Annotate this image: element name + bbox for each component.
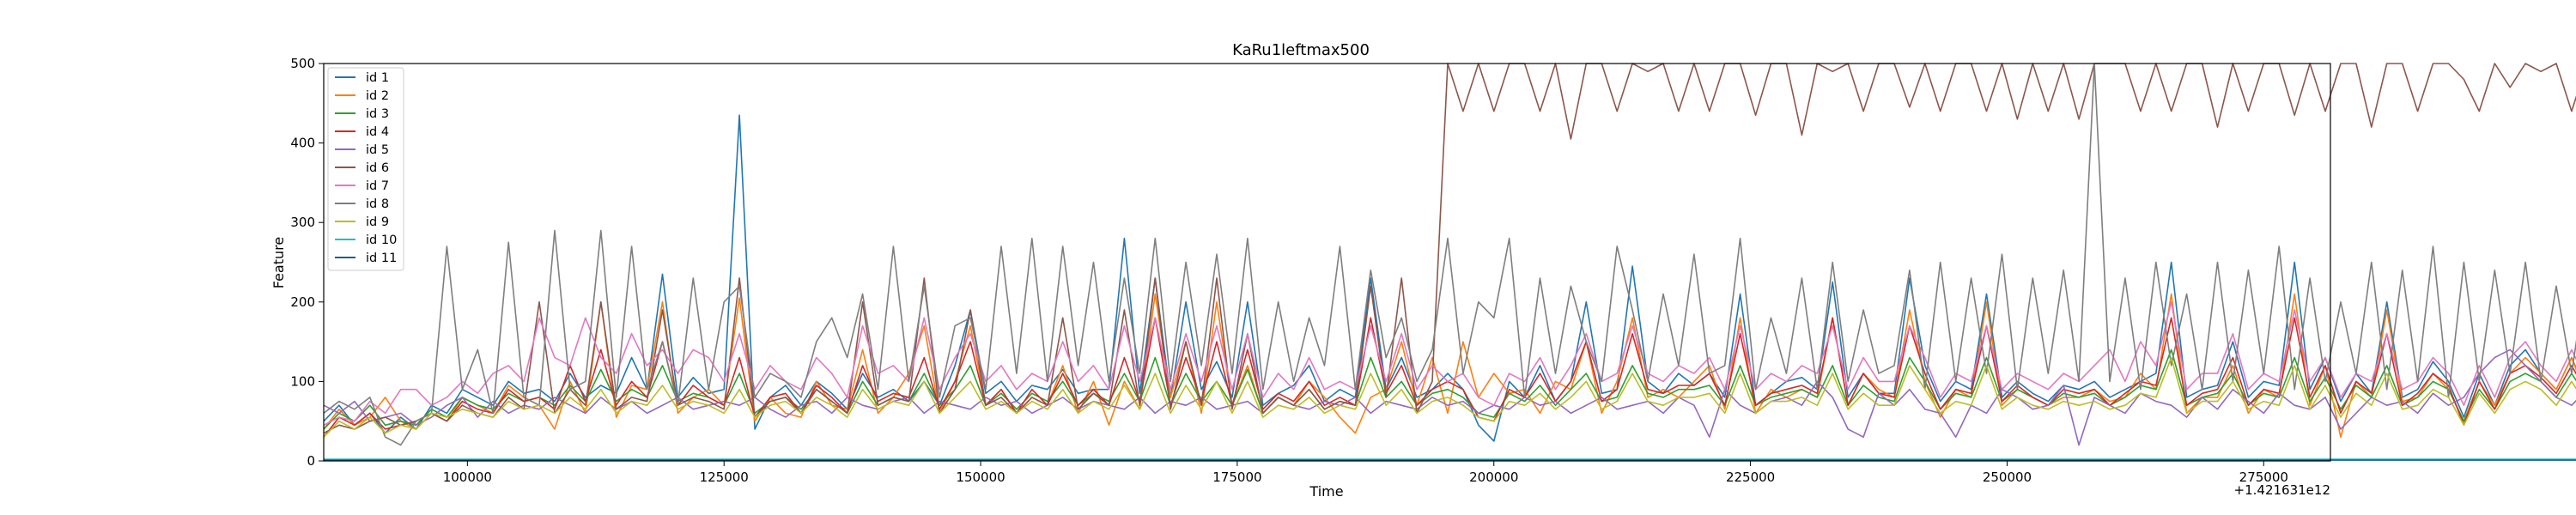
y-tick-label: 400 [290,136,315,151]
legend-label: id 10 [366,233,397,247]
legend-label: id 9 [366,215,389,229]
x-tick-label: 125000 [700,470,749,485]
y-axis-ticks: 0 100 200 300 400 500 [290,56,324,469]
series-line-id-3 [323,348,2576,430]
x-axis-label: Time [1309,483,1343,500]
chart-title: KaRu1leftmax500 [1232,41,1370,59]
y-tick-label: 500 [290,56,315,71]
x-tick-label: 100000 [443,470,492,485]
series-line-id-1 [323,114,2576,442]
x-tick-label: 225000 [1726,470,1775,485]
series-line-id-8 [323,63,2576,446]
x-tick-label: 250000 [1983,470,2032,485]
plot-frame [323,63,2331,462]
legend-label: id 2 [366,89,389,103]
legend-label: id 3 [366,107,389,121]
x-tick-label: 200000 [1469,470,1518,485]
legend-label: id 6 [366,161,389,175]
series-line-id-2 [323,293,2576,439]
series-line-id-7 [323,300,2576,427]
legend-label: id 7 [366,179,389,193]
x-tick-label: 150000 [956,470,1005,485]
x-tick-label: 175000 [1212,470,1261,485]
legend-label: id 5 [366,143,389,157]
legend-box [327,67,404,271]
y-axis-label: Feature [270,237,287,288]
legend: id 1 id 2 id 3 id 4 id 5 id 6 id 7 id 8 id 9 id 1… [327,67,404,271]
legend-label: id 11 [366,251,397,265]
series-line-id-4 [323,317,2576,438]
y-tick-label: 0 [307,453,315,469]
y-tick-label: 100 [290,373,315,389]
legend-label: id 8 [366,197,389,211]
legend-label: id 4 [366,125,389,139]
x-axis-offset-label: +1.421631e12 [2234,482,2330,498]
x-axis-ticks: 100000 125000 150000 175000 200000 225000 2500… [443,461,2288,485]
legend-label: id 1 [366,71,389,85]
series-line-id-9 [323,356,2576,438]
x-tick-label: 275000 [2239,470,2288,485]
y-tick-label: 200 [290,294,315,310]
y-tick-label: 300 [290,215,315,230]
series-layer [323,63,2576,461]
